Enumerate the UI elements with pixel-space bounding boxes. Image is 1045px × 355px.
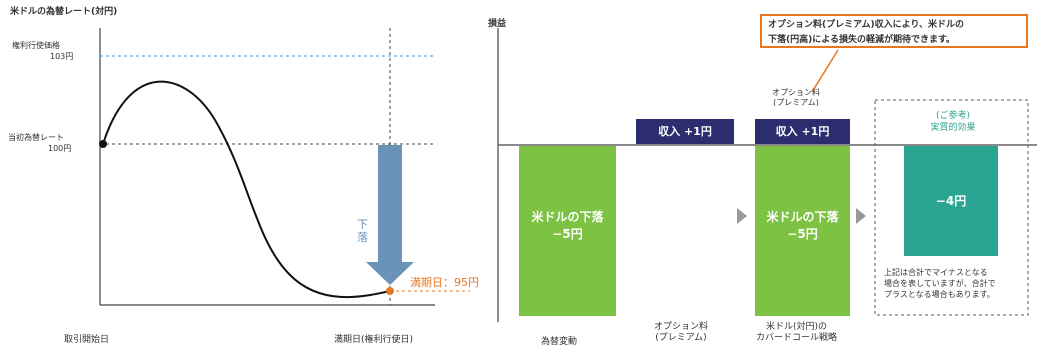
callout-box: オプション料(プレミアム)収入により、米ドルの 下落(円高)による損失の軽減が期… (760, 14, 1028, 48)
maturity-value-label: 満期日：95円 (410, 276, 479, 289)
reference-label: (ご参考) 実質的効果 (930, 111, 976, 133)
premium-income-bar-2: 収入 +1円 (755, 119, 850, 144)
fx-rate-curve (102, 80, 391, 299)
x-label-end: 満期日(権利行使日) (334, 335, 414, 345)
category-premium: オプション料 (プレミアム) (654, 322, 709, 343)
premium-income-bar-1: 収入 +1円 (636, 119, 734, 144)
fx-rate-chart (99, 28, 470, 306)
category-covered-call: 米ドル(対円)の カバードコール戦略 (756, 322, 838, 343)
left-chart-title: 米ドルの為替レート(対円) (10, 7, 118, 17)
reference-note: 上記は合計でマイナスとなる 場合を表していますが、合計で プラスとなる場合もあり… (884, 268, 996, 299)
flow-arrow-1 (737, 208, 747, 224)
drop-label: 下落 (357, 218, 368, 244)
callout-pointer (811, 49, 839, 93)
strike-price-label: 権利行使価格 103円 (12, 41, 74, 61)
maturity-dot (386, 287, 394, 295)
premium-label: オプション料 (プレミアム) (772, 88, 820, 107)
flow-arrow-2 (856, 208, 866, 224)
category-fx-change: 為替変動 (541, 337, 578, 347)
pnl-chart-axes (497, 28, 1037, 322)
right-chart-title: 損益 (488, 19, 507, 29)
x-label-start: 取引開始日 (64, 335, 110, 345)
drop-arrow-shaft (378, 145, 402, 263)
fx-loss-bar-1: 米ドルの下落 −5円 (519, 146, 616, 316)
initial-rate-label: 当初為替レート 100円 (8, 133, 72, 153)
fx-loss-bar-2: 米ドルの下落 −5円 (755, 146, 850, 316)
drop-arrow-head (366, 262, 414, 285)
net-effect-bar: −4円 (904, 146, 998, 256)
initial-rate-dot (99, 140, 107, 148)
reference-box (874, 99, 1029, 316)
